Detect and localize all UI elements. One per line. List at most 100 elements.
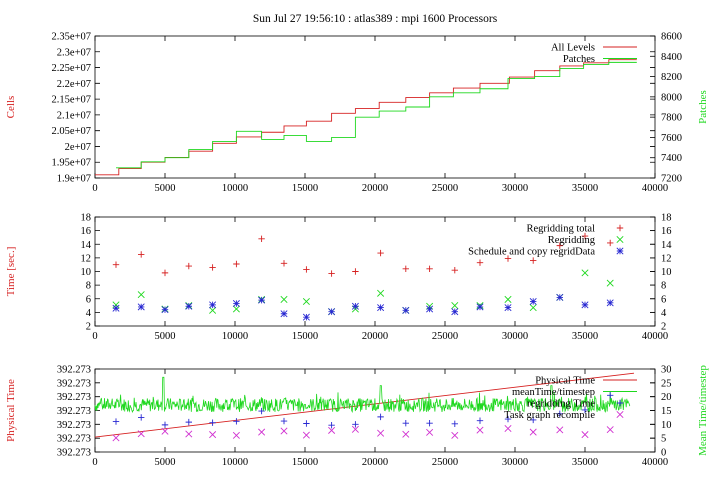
- data-point: [112, 434, 120, 442]
- y-tick-label: 392.273: [57, 378, 91, 389]
- x-tick-label: 30000: [502, 331, 528, 342]
- data-point: [606, 426, 614, 434]
- y2-tick-label: 2: [661, 322, 666, 333]
- legend-label: Regridding: [548, 235, 596, 246]
- y2-tick-label: 7400: [661, 153, 682, 164]
- x-tick-label: 5000: [155, 183, 176, 194]
- y-tick-label: 12: [81, 253, 92, 264]
- series-physical-time: [94, 372, 635, 438]
- data-point: [138, 414, 145, 421]
- data-point: [581, 406, 589, 414]
- x-tick-label: 0: [92, 183, 97, 194]
- y2-tick-label: 15: [661, 406, 672, 417]
- data-point: [161, 306, 169, 314]
- data-point: [581, 232, 589, 240]
- y2-tick-label: 7600: [661, 133, 682, 144]
- y2-tick-label: 14: [661, 240, 672, 251]
- data-point: [426, 265, 433, 272]
- y-tick-label: 2e+07: [65, 142, 91, 153]
- x-tick-label: 5000: [155, 457, 176, 468]
- y2-tick-label: 20: [661, 392, 672, 403]
- data-point: [504, 255, 512, 262]
- data-point: [328, 421, 335, 429]
- data-point: [451, 420, 458, 427]
- y-tick-label: 1.9e+07: [57, 174, 91, 185]
- y2-tick-label: 8200: [661, 72, 682, 83]
- data-point: [476, 417, 484, 424]
- data-point: [280, 417, 288, 425]
- x-tick-label: 40000: [642, 331, 668, 342]
- y-axis-label: Physical Time: [5, 379, 17, 442]
- data-point: [606, 299, 614, 307]
- y-tick-label: 2.15e+07: [52, 95, 91, 106]
- y-tick-label: 14: [81, 240, 92, 251]
- data-point: [529, 428, 537, 436]
- x-tick-label: 30000: [502, 457, 528, 468]
- data-point: [280, 310, 288, 318]
- x-tick-label: 0: [92, 331, 97, 342]
- legend-label: Regridding total: [526, 224, 595, 235]
- legend-label: Schedule and copy regridData: [468, 247, 595, 258]
- data-point: [185, 418, 192, 426]
- data-point: [351, 425, 359, 433]
- legend-marker: [616, 224, 624, 232]
- x-tick-label: 30000: [502, 183, 528, 194]
- data-point: [185, 302, 193, 310]
- y2-tick-label: 8400: [661, 52, 682, 63]
- y-tick-label: 392.273: [57, 365, 91, 376]
- y2-tick-label: 8000: [661, 92, 682, 103]
- data-point: [303, 420, 310, 427]
- y-tick-label: 18: [81, 213, 92, 224]
- data-point: [209, 301, 217, 309]
- legend-label: Task graph recompile: [504, 410, 595, 421]
- data-point: [352, 421, 359, 428]
- y-tick-label: 392.273: [57, 392, 91, 403]
- y2-axis-label: Patches: [697, 90, 709, 124]
- data-point: [581, 301, 589, 309]
- y2-tick-label: 16: [661, 226, 672, 237]
- data-point: [302, 313, 310, 321]
- data-point: [185, 262, 192, 270]
- x-tick-label: 35000: [572, 331, 598, 342]
- data-point: [258, 296, 266, 304]
- data-point: [328, 426, 336, 434]
- data-point: [606, 279, 614, 287]
- data-point: [402, 265, 409, 272]
- y2-tick-label: 0: [661, 448, 666, 459]
- y-tick-label: 8: [86, 281, 91, 292]
- x-tick-label: 15000: [292, 331, 318, 342]
- data-point: [302, 431, 310, 439]
- data-point: [112, 304, 120, 312]
- data-point: [556, 293, 564, 301]
- data-point: [556, 242, 563, 249]
- legend-label: Physical Time: [535, 376, 595, 387]
- legend-marker: [616, 410, 624, 419]
- data-point: [280, 295, 288, 303]
- x-tick-label: 15000: [292, 457, 318, 468]
- y-axis-label: Time [sec.]: [5, 247, 17, 297]
- y2-tick-label: 18: [661, 213, 672, 224]
- data-point: [352, 268, 359, 275]
- panel-1: 0 5000 10000 15000 20000 25000 30000 35000 40000…: [5, 32, 709, 195]
- data-point: [302, 297, 310, 305]
- y-tick-label: 392.273: [57, 420, 91, 431]
- x-tick-label: 35000: [572, 457, 598, 468]
- data-point: [232, 300, 240, 308]
- data-point: [138, 251, 145, 258]
- data-point: [377, 429, 385, 437]
- x-tick-label: 25000: [432, 183, 458, 194]
- data-point: [402, 430, 410, 438]
- legend-label: Patches: [563, 54, 595, 65]
- y2-tick-label: 12: [661, 253, 672, 264]
- data-point: [556, 410, 563, 418]
- series-task-graph-recompile: [112, 424, 614, 442]
- data-point: [137, 430, 145, 438]
- series-regridding-total: [112, 232, 614, 277]
- data-point: [476, 259, 484, 266]
- y2-tick-label: 25: [661, 378, 672, 389]
- legend-marker: [616, 235, 624, 244]
- x-tick-label: 0: [92, 457, 97, 468]
- data-point: [530, 416, 537, 424]
- data-point: [476, 303, 484, 311]
